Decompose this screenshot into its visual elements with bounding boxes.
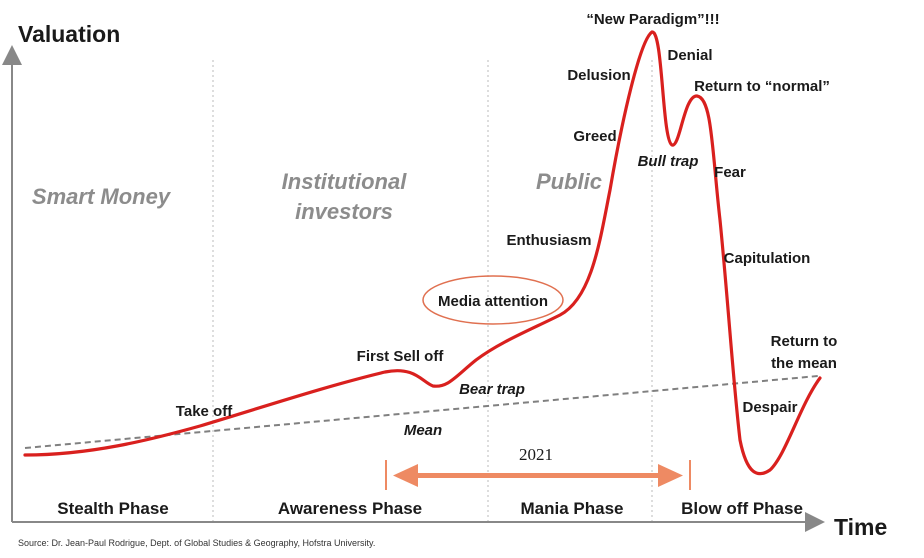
group-smart-money: Smart Money xyxy=(32,184,172,209)
label-first-sell-off: First Sell off xyxy=(357,348,445,365)
group-public: Public xyxy=(536,169,602,194)
label-media-attention: Media attention xyxy=(438,293,548,310)
label-despair: Despair xyxy=(742,399,797,416)
group-institutional: Institutional xyxy=(282,169,408,194)
bubble-curve xyxy=(23,30,822,476)
year-arrow-right-head xyxy=(658,464,683,487)
year-label: 2021 xyxy=(519,445,553,464)
label-return-mean-2: the mean xyxy=(771,355,837,372)
phase-mania: Mania Phase xyxy=(521,499,624,518)
label-capitulation: Capitulation xyxy=(724,250,811,267)
label-fear: Fear xyxy=(714,164,746,181)
label-denial: Denial xyxy=(667,47,712,64)
label-bear-trap: Bear trap xyxy=(459,381,525,398)
label-new-paradigm: “New Paradigm”!!! xyxy=(586,11,719,28)
year-arrow-left-head xyxy=(393,464,418,487)
label-take-off: Take off xyxy=(176,403,233,420)
source-note: Source: Dr. Jean-Paul Rodrigue, Dept. of… xyxy=(18,538,375,548)
label-delusion: Delusion xyxy=(567,67,630,84)
group-investors: investors xyxy=(295,199,393,224)
label-mean: Mean xyxy=(404,422,442,439)
phase-blow-off: Blow off Phase xyxy=(681,499,803,518)
label-return-normal: Return to “normal” xyxy=(694,78,830,95)
y-axis-label: Valuation xyxy=(18,21,120,47)
year-label-bg xyxy=(512,443,560,465)
label-return-mean-1: Return to xyxy=(771,333,838,350)
media-attention-ellipse xyxy=(422,275,564,325)
phase-stealth: Stealth Phase xyxy=(57,499,169,518)
phase-awareness: Awareness Phase xyxy=(278,499,422,518)
label-greed: Greed xyxy=(573,128,616,145)
year-arrow-shaft xyxy=(410,473,666,478)
label-bull-trap: Bull trap xyxy=(638,153,699,170)
x-axis-label: Time xyxy=(834,514,887,540)
label-enthusiasm: Enthusiasm xyxy=(506,232,591,249)
